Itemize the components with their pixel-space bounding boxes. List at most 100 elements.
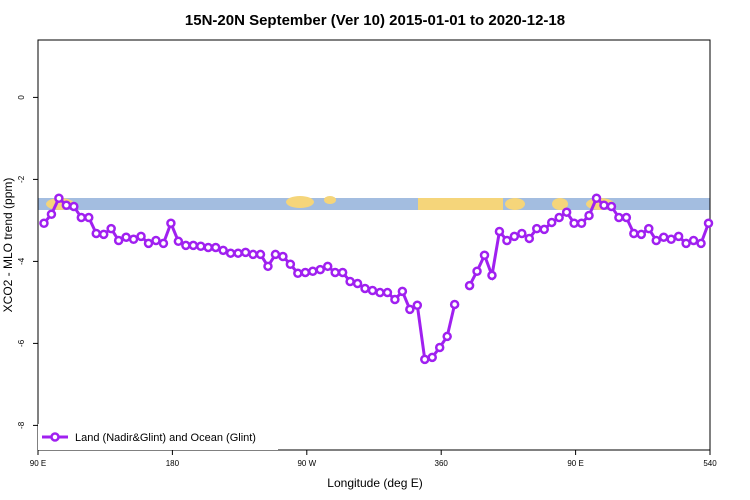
data-point (84, 212, 94, 223)
data-point (509, 231, 520, 242)
data-point (375, 287, 385, 298)
data-point (360, 283, 370, 294)
x-tick-label: 90 E (567, 459, 583, 468)
data-point (524, 233, 535, 244)
data-point (218, 245, 228, 256)
data-point (651, 235, 661, 246)
data-point (681, 238, 691, 249)
data-point (636, 229, 647, 240)
data-point (278, 251, 288, 262)
data-point (532, 223, 542, 234)
data-point (300, 267, 311, 278)
data-point (442, 331, 452, 342)
data-point (621, 212, 632, 223)
data-point (412, 300, 423, 311)
data-point (166, 218, 176, 229)
data-point (494, 226, 505, 237)
data-point (397, 286, 408, 297)
data-point (502, 235, 512, 246)
data-point (255, 249, 266, 260)
data-point (420, 354, 430, 365)
data-point (54, 193, 64, 204)
x-tick-label: 90 E (30, 459, 46, 468)
data-point (39, 218, 49, 229)
data-point (143, 238, 154, 249)
data-point (233, 248, 243, 258)
data-point (308, 266, 318, 276)
data-point (434, 342, 445, 353)
data-point (263, 261, 273, 272)
data-point (106, 223, 116, 234)
data-point (673, 231, 684, 242)
data-point (240, 247, 251, 258)
data-point (203, 242, 213, 253)
data-point (614, 212, 624, 223)
data-point (405, 304, 415, 315)
data-point (576, 218, 587, 229)
data-point (248, 249, 258, 260)
data-point (382, 287, 393, 298)
x-tick-label: 90 W (297, 459, 316, 468)
data-point (151, 235, 161, 246)
data-point (196, 241, 206, 251)
data-point (554, 212, 564, 223)
data-point (599, 200, 609, 210)
data-point (479, 250, 490, 260)
data-point (113, 235, 124, 246)
data-point (584, 210, 594, 221)
y-tick-label: -4 (17, 257, 26, 265)
x-tick-label: 180 (166, 459, 180, 468)
data-point (629, 228, 639, 239)
x-axis-label: Longitude (deg E) (327, 476, 422, 490)
legend (38, 424, 278, 450)
map-strip (38, 196, 710, 210)
data-point (91, 228, 101, 239)
data-point (98, 229, 109, 240)
data-point (367, 285, 378, 296)
legend-label: Land (Nadir&Glint) and Ocean (Glint) (75, 432, 256, 444)
data-point (449, 299, 460, 310)
data-point (561, 207, 572, 217)
data-point (703, 218, 714, 229)
data-point (688, 235, 699, 246)
data-point (46, 209, 57, 219)
data-point (158, 238, 169, 249)
data-point (472, 266, 482, 276)
legend-marker (50, 432, 60, 442)
data-point (315, 264, 325, 275)
data-point (270, 249, 281, 260)
data-point (136, 231, 146, 242)
data-point (696, 238, 706, 249)
data-point (330, 267, 340, 278)
series-line (42, 195, 710, 362)
y-tick-label: -8 (17, 421, 26, 429)
data-point (666, 234, 676, 245)
y-tick-label: -2 (17, 175, 26, 183)
data-point (569, 218, 579, 229)
data-point (539, 224, 549, 235)
data-point (188, 240, 199, 251)
data-point (61, 200, 72, 210)
y-axis-label: XCO2 - MLO trend (ppm) (1, 178, 15, 313)
data-point (225, 248, 236, 258)
data-point (658, 232, 669, 242)
data-point (427, 352, 437, 363)
y-tick-label: -6 (17, 339, 26, 347)
y-tick-label: 0 (17, 95, 26, 100)
data-point (210, 242, 221, 253)
data-point (128, 234, 139, 245)
data-point (76, 212, 87, 223)
data-point (352, 278, 363, 289)
data-point (337, 267, 348, 278)
chart-title: 15N-20N September (Ver 10) 2015-01-01 to… (185, 12, 565, 29)
data-point (591, 193, 602, 204)
data-point (173, 236, 184, 247)
data-point (293, 268, 303, 279)
plot-frame (37, 39, 711, 451)
data-point (487, 270, 497, 281)
data-point (121, 232, 131, 242)
data-point (546, 217, 557, 228)
data-point (69, 201, 79, 212)
x-tick-label: 360 (435, 459, 449, 468)
